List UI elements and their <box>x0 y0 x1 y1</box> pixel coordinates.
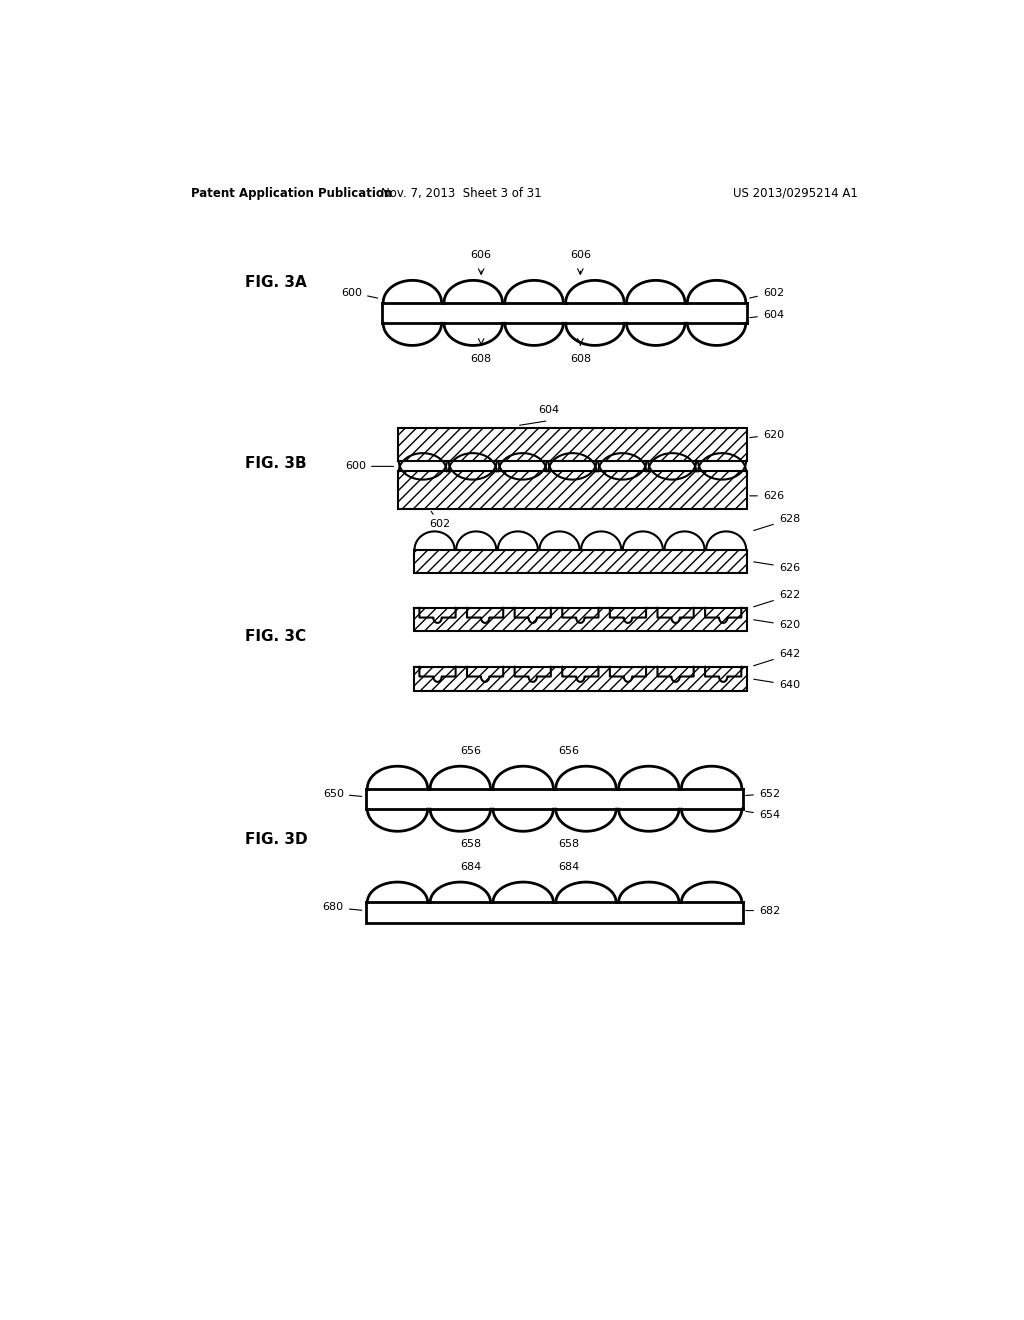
Text: 650: 650 <box>323 788 361 799</box>
Text: 604: 604 <box>750 310 784 319</box>
Text: FIG. 3C: FIG. 3C <box>246 628 306 644</box>
Text: 684: 684 <box>559 862 580 873</box>
Text: 628: 628 <box>754 515 800 531</box>
Text: 680: 680 <box>323 903 361 912</box>
Text: 622: 622 <box>754 590 800 607</box>
Text: 656: 656 <box>461 746 481 756</box>
Text: FIG. 3D: FIG. 3D <box>246 832 308 847</box>
Text: 606: 606 <box>471 249 492 260</box>
Text: 600: 600 <box>341 288 378 298</box>
Text: FIG. 3B: FIG. 3B <box>246 455 307 471</box>
Text: 602: 602 <box>430 511 451 529</box>
Text: 684: 684 <box>460 862 481 873</box>
Text: 620: 620 <box>750 430 784 440</box>
Text: 658: 658 <box>559 840 580 849</box>
Text: 652: 652 <box>745 788 780 799</box>
Text: US 2013/0295214 A1: US 2013/0295214 A1 <box>733 187 858 199</box>
Text: 602: 602 <box>750 288 784 298</box>
Text: 606: 606 <box>569 249 591 260</box>
Text: 640: 640 <box>754 680 800 690</box>
Text: 600: 600 <box>345 462 393 471</box>
Text: 654: 654 <box>745 810 780 820</box>
Text: 620: 620 <box>754 620 800 631</box>
Text: Nov. 7, 2013  Sheet 3 of 31: Nov. 7, 2013 Sheet 3 of 31 <box>381 187 542 199</box>
Bar <box>367 903 743 923</box>
Text: 626: 626 <box>754 562 800 573</box>
Bar <box>414 549 748 573</box>
Bar <box>397 471 748 510</box>
Bar <box>367 788 743 809</box>
Text: 682: 682 <box>745 906 780 916</box>
Text: 658: 658 <box>460 840 481 849</box>
Text: 608: 608 <box>471 354 492 363</box>
Text: FIG. 3A: FIG. 3A <box>246 275 307 290</box>
Text: 642: 642 <box>754 649 800 665</box>
Text: 604: 604 <box>538 404 559 414</box>
Text: 656: 656 <box>559 746 580 756</box>
Bar <box>414 667 748 690</box>
Bar <box>414 607 748 631</box>
Text: 608: 608 <box>569 354 591 363</box>
Bar <box>397 428 748 461</box>
Bar <box>382 302 748 323</box>
Text: Patent Application Publication: Patent Application Publication <box>191 187 393 199</box>
Text: 626: 626 <box>750 491 784 500</box>
